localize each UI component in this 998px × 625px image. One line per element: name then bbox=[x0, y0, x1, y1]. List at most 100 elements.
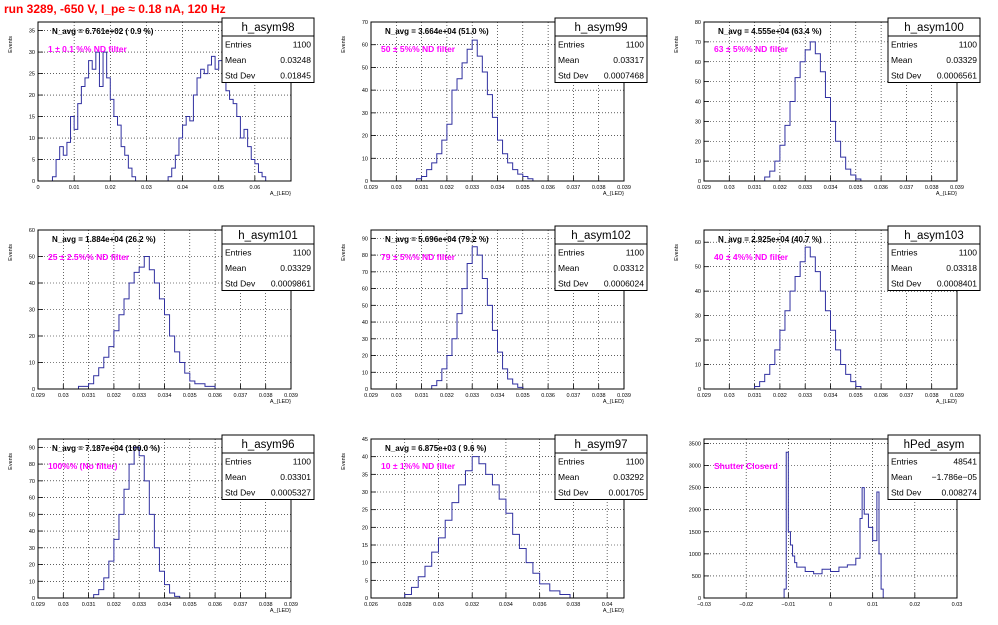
navg-annotation: N_avg = 3.664e+04 (51.0 %) bbox=[385, 27, 489, 36]
navg-annotation: N_avg = 6.761e+02 ( 0.9 %) bbox=[52, 27, 154, 36]
stats-box-frame bbox=[554, 434, 648, 500]
x-tick-label: 0.037 bbox=[900, 393, 914, 399]
y-axis-label: Events bbox=[8, 453, 14, 470]
histogram-series bbox=[88, 446, 181, 599]
stats-box-frame bbox=[221, 434, 315, 500]
stats-label: Mean bbox=[558, 263, 580, 273]
y-tick-label: 5 bbox=[365, 578, 368, 584]
stats-label: Entries bbox=[558, 457, 584, 467]
stats-value: 1100 bbox=[959, 248, 978, 258]
y-tick-label: 40 bbox=[695, 100, 701, 106]
y-tick-label: 60 bbox=[695, 240, 701, 246]
x-tick-label: 0 bbox=[829, 602, 832, 608]
y-tick-label: 90 bbox=[362, 236, 368, 242]
y-tick-label: 2500 bbox=[689, 486, 701, 492]
y-tick-label: 40 bbox=[29, 529, 35, 535]
x-tick-label: 0.031 bbox=[82, 393, 96, 399]
y-tick-label: 40 bbox=[362, 455, 368, 461]
histogram-pad-h_asym97: 0.026 0.028 0.03 0.032 0.034 0.036 0.038 0.04 0 5… bbox=[341, 434, 648, 614]
x-tick-label: 0.036 bbox=[533, 602, 547, 608]
x-axis-label: A_{LED} bbox=[936, 399, 957, 405]
y-tick-label: 10 bbox=[362, 561, 368, 567]
y-axis-label: Events bbox=[8, 36, 14, 53]
stats-label: Std Dev bbox=[891, 71, 922, 81]
y-tick-label: 70 bbox=[695, 40, 701, 46]
y-tick-label: 45 bbox=[362, 437, 368, 443]
plot-frame bbox=[703, 438, 958, 599]
stats-value: 1100 bbox=[293, 40, 312, 50]
x-axis-label: A_{LED} bbox=[603, 191, 624, 197]
y-tick-label: 20 bbox=[29, 334, 35, 340]
plot-frame bbox=[37, 21, 292, 182]
y-tick-label: 50 bbox=[29, 512, 35, 518]
y-tick-label: 20 bbox=[29, 563, 35, 569]
stats-box-title: h_asym96 bbox=[241, 439, 294, 451]
x-tick-label: 0.032 bbox=[440, 393, 454, 399]
stats-box-title: h_asym99 bbox=[574, 22, 627, 34]
x-tick-label: 0.034 bbox=[499, 602, 513, 608]
stats-value: 0.01845 bbox=[280, 71, 311, 81]
x-tick-label: 0.034 bbox=[824, 393, 838, 399]
filter-annotation: 79 ± 5%% ND filter bbox=[381, 252, 456, 262]
x-tick-label: −0.03 bbox=[697, 602, 711, 608]
stats-label: Mean bbox=[225, 472, 247, 482]
navg-annotation: N_avg = 1.884e+04 (26.2 %) bbox=[52, 235, 156, 244]
x-tick-label: 0.036 bbox=[874, 185, 888, 191]
stats-box: h_asym96 Entries 1100 Mean 0.03301 Std Dev 0.0… bbox=[221, 434, 315, 500]
stats-box: h_asym97 Entries 1100 Mean 0.03292 Std Dev 0.0… bbox=[554, 434, 648, 500]
y-tick-label: 20 bbox=[695, 338, 701, 344]
stats-label: Entries bbox=[225, 248, 251, 258]
x-tick-label: 0.037 bbox=[567, 185, 581, 191]
histogram-pad-h_asym103: 0.029 0.03 0.031 0.032 0.033 0.034 0.035 0.036 0… bbox=[674, 225, 981, 405]
stats-box-title: h_asym97 bbox=[574, 439, 627, 451]
x-tick-label: 0.032 bbox=[107, 393, 121, 399]
stats-label: Entries bbox=[891, 40, 917, 50]
x-tick-label: 0.028 bbox=[398, 602, 412, 608]
stats-box-title: hPed_asym bbox=[904, 439, 965, 451]
y-tick-label: 40 bbox=[362, 320, 368, 326]
stats-box: h_asym101 Entries 1100 Mean 0.03329 Std Dev 0.… bbox=[221, 225, 315, 291]
filter-annotation: 25 ± 2.5%% ND filter bbox=[48, 252, 130, 262]
stats-label: Entries bbox=[225, 457, 251, 467]
stats-value: 0.001705 bbox=[609, 488, 645, 498]
x-tick-label: 0.036 bbox=[208, 602, 222, 608]
y-tick-label: 1500 bbox=[689, 530, 701, 536]
stats-label: Std Dev bbox=[891, 488, 922, 498]
navg-annotation: N_avg = 2.925e+04 (40.7 %) bbox=[718, 235, 822, 244]
stats-label: Mean bbox=[891, 263, 913, 273]
plot-frame bbox=[37, 229, 292, 390]
plot-frame bbox=[703, 229, 958, 390]
histogram-pad-h_asym102: 0.029 0.03 0.031 0.032 0.033 0.034 0.035 0.036 0… bbox=[341, 225, 648, 405]
x-tick-label: 0.03 bbox=[141, 185, 152, 191]
stats-value: 1100 bbox=[626, 457, 645, 467]
stats-value: 0.03301 bbox=[280, 472, 311, 482]
y-tick-label: 30 bbox=[362, 337, 368, 343]
x-tick-label: 0.039 bbox=[950, 393, 964, 399]
y-tick-label: 70 bbox=[362, 20, 368, 26]
x-axis-label: A_{LED} bbox=[270, 191, 291, 197]
filter-annotation: 10 ± 1%% ND filter bbox=[381, 461, 456, 471]
histogram-series bbox=[759, 41, 862, 182]
stats-value: 0.03248 bbox=[280, 55, 311, 65]
stats-label: Std Dev bbox=[225, 488, 256, 498]
y-tick-label: 30 bbox=[362, 490, 368, 496]
x-axis-label: A_{LED} bbox=[603, 608, 624, 614]
filter-annotation: 100%% (No filter) bbox=[48, 461, 118, 471]
y-axis-label: Events bbox=[674, 36, 680, 53]
x-tick-label: 0.038 bbox=[259, 602, 273, 608]
x-tick-label: 0.029 bbox=[697, 393, 711, 399]
x-tick-label: 0.029 bbox=[364, 393, 378, 399]
x-tick-label: 0.034 bbox=[491, 185, 505, 191]
y-tick-label: 40 bbox=[695, 289, 701, 295]
y-tick-label: 0 bbox=[32, 596, 35, 602]
stats-label: Mean bbox=[225, 55, 247, 65]
y-tick-label: 60 bbox=[29, 228, 35, 234]
stats-value: 0.0009861 bbox=[271, 279, 311, 289]
histogram-pad-h_asym96: 0.029 0.03 0.031 0.032 0.033 0.034 0.035 0.036 0… bbox=[8, 434, 315, 614]
histogram-series bbox=[426, 246, 524, 390]
navg-annotation: N_avg = 6.875e+03 ( 9.6 %) bbox=[385, 444, 487, 453]
stats-label: Std Dev bbox=[558, 71, 589, 81]
y-tick-label: 500 bbox=[692, 574, 701, 580]
x-tick-label: 0.035 bbox=[183, 393, 197, 399]
histogram-series bbox=[408, 39, 534, 182]
